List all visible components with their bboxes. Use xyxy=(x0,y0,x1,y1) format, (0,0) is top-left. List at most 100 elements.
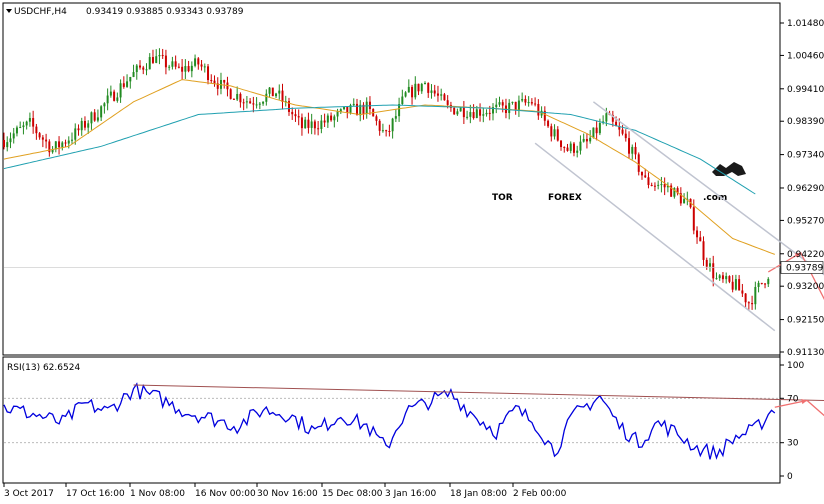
candle-body xyxy=(74,128,77,140)
price-tick-label: 0.92150 xyxy=(787,316,824,326)
candle-body xyxy=(122,83,125,87)
candle-body xyxy=(734,279,737,290)
candle-body xyxy=(96,117,99,121)
candle-body xyxy=(560,140,563,148)
rsi-tick-label: 30 xyxy=(787,439,799,449)
candle-body xyxy=(394,116,397,119)
symbol-dropdown-icon[interactable] xyxy=(6,9,12,13)
candle-body xyxy=(64,142,67,144)
watermark: TOR FOREX .com xyxy=(492,162,746,203)
time-tick-label: 2 Feb 00:00 xyxy=(513,489,567,499)
candle-body xyxy=(744,293,747,303)
candle-body xyxy=(508,102,511,114)
candle-body xyxy=(579,141,582,151)
rsi-panel-frame xyxy=(2,356,781,484)
candle-body xyxy=(174,61,177,67)
candle-body xyxy=(582,138,585,142)
candle-body xyxy=(563,147,566,149)
rsi-tick-label: 70 xyxy=(787,394,799,404)
candle-body xyxy=(71,139,74,141)
candle-body xyxy=(475,109,478,119)
candle-body xyxy=(171,61,174,67)
candle-body xyxy=(375,116,378,121)
candle-body xyxy=(605,113,608,122)
candle-body xyxy=(58,141,61,148)
candle-body xyxy=(365,101,368,115)
candle-body xyxy=(268,87,271,94)
price-tick-label: 0.95270 xyxy=(787,216,824,226)
candle-body xyxy=(566,147,569,151)
candle-body xyxy=(229,89,232,99)
main-chart-frame xyxy=(2,2,781,356)
candle-body xyxy=(462,107,465,118)
candle-body xyxy=(699,237,702,242)
candle-body xyxy=(427,83,430,93)
candle-body xyxy=(297,116,300,118)
candle-body xyxy=(488,112,491,114)
candle-body xyxy=(9,138,12,143)
candle-body xyxy=(547,120,550,127)
candle-body xyxy=(216,83,219,89)
candle-body xyxy=(194,58,197,66)
candle-body xyxy=(692,207,695,231)
candle-body xyxy=(492,107,495,114)
candle-body xyxy=(168,66,171,68)
candle-body xyxy=(728,276,731,282)
candle-body xyxy=(527,102,530,104)
candle-body xyxy=(313,121,316,129)
candle-body xyxy=(666,185,669,188)
candle-body xyxy=(530,102,533,104)
time-tick-label: 30 Nov 16:00 xyxy=(257,489,318,499)
candle-body xyxy=(190,65,193,72)
candle-body xyxy=(113,91,116,101)
candle-body xyxy=(116,97,119,101)
candle-body xyxy=(213,80,216,84)
candle-body xyxy=(679,193,682,204)
candle-body xyxy=(469,112,472,117)
candle-body xyxy=(352,103,355,106)
candle-body xyxy=(569,143,572,151)
candle-body xyxy=(330,115,333,121)
price-tick-label: 0.99410 xyxy=(787,85,824,95)
candle-body xyxy=(300,117,303,129)
candle-body xyxy=(650,184,653,186)
ma-slow-line xyxy=(3,104,756,195)
forecast-arrowhead xyxy=(794,252,801,258)
candle-body xyxy=(466,116,469,118)
candle-body xyxy=(572,143,575,153)
candle-body xyxy=(398,104,401,117)
candle-body xyxy=(262,101,265,104)
time-tick-label: 3 Jan 16:00 xyxy=(385,489,437,499)
time-tick-label: 18 Jan 08:00 xyxy=(450,489,507,499)
candle-body xyxy=(339,109,342,112)
candle-body xyxy=(407,86,410,93)
candle-body xyxy=(291,111,294,115)
candle-body xyxy=(721,275,724,280)
candle-body xyxy=(177,66,180,68)
candle-body xyxy=(550,126,553,137)
candle-body xyxy=(242,102,245,104)
candle-body xyxy=(741,290,744,294)
candle-body xyxy=(611,114,614,122)
candle-body xyxy=(90,112,93,124)
candle-body xyxy=(767,278,770,285)
candle-body xyxy=(284,101,287,103)
candle-body xyxy=(249,101,252,104)
watermark-tor: TOR xyxy=(492,193,513,203)
candle-body xyxy=(343,106,346,110)
candle-body xyxy=(647,177,650,185)
candle-body xyxy=(197,58,200,65)
candle-body xyxy=(181,66,184,72)
candle-body xyxy=(45,139,48,142)
candle-body xyxy=(615,121,618,127)
candle-body xyxy=(236,93,239,100)
candle-body xyxy=(676,188,679,194)
candle-body xyxy=(501,102,504,106)
price-tick-label: 0.97340 xyxy=(787,151,824,161)
candle-body xyxy=(103,103,106,107)
watermark-com: .com xyxy=(703,193,727,203)
candle-body xyxy=(592,127,595,138)
candle-body xyxy=(200,64,203,67)
